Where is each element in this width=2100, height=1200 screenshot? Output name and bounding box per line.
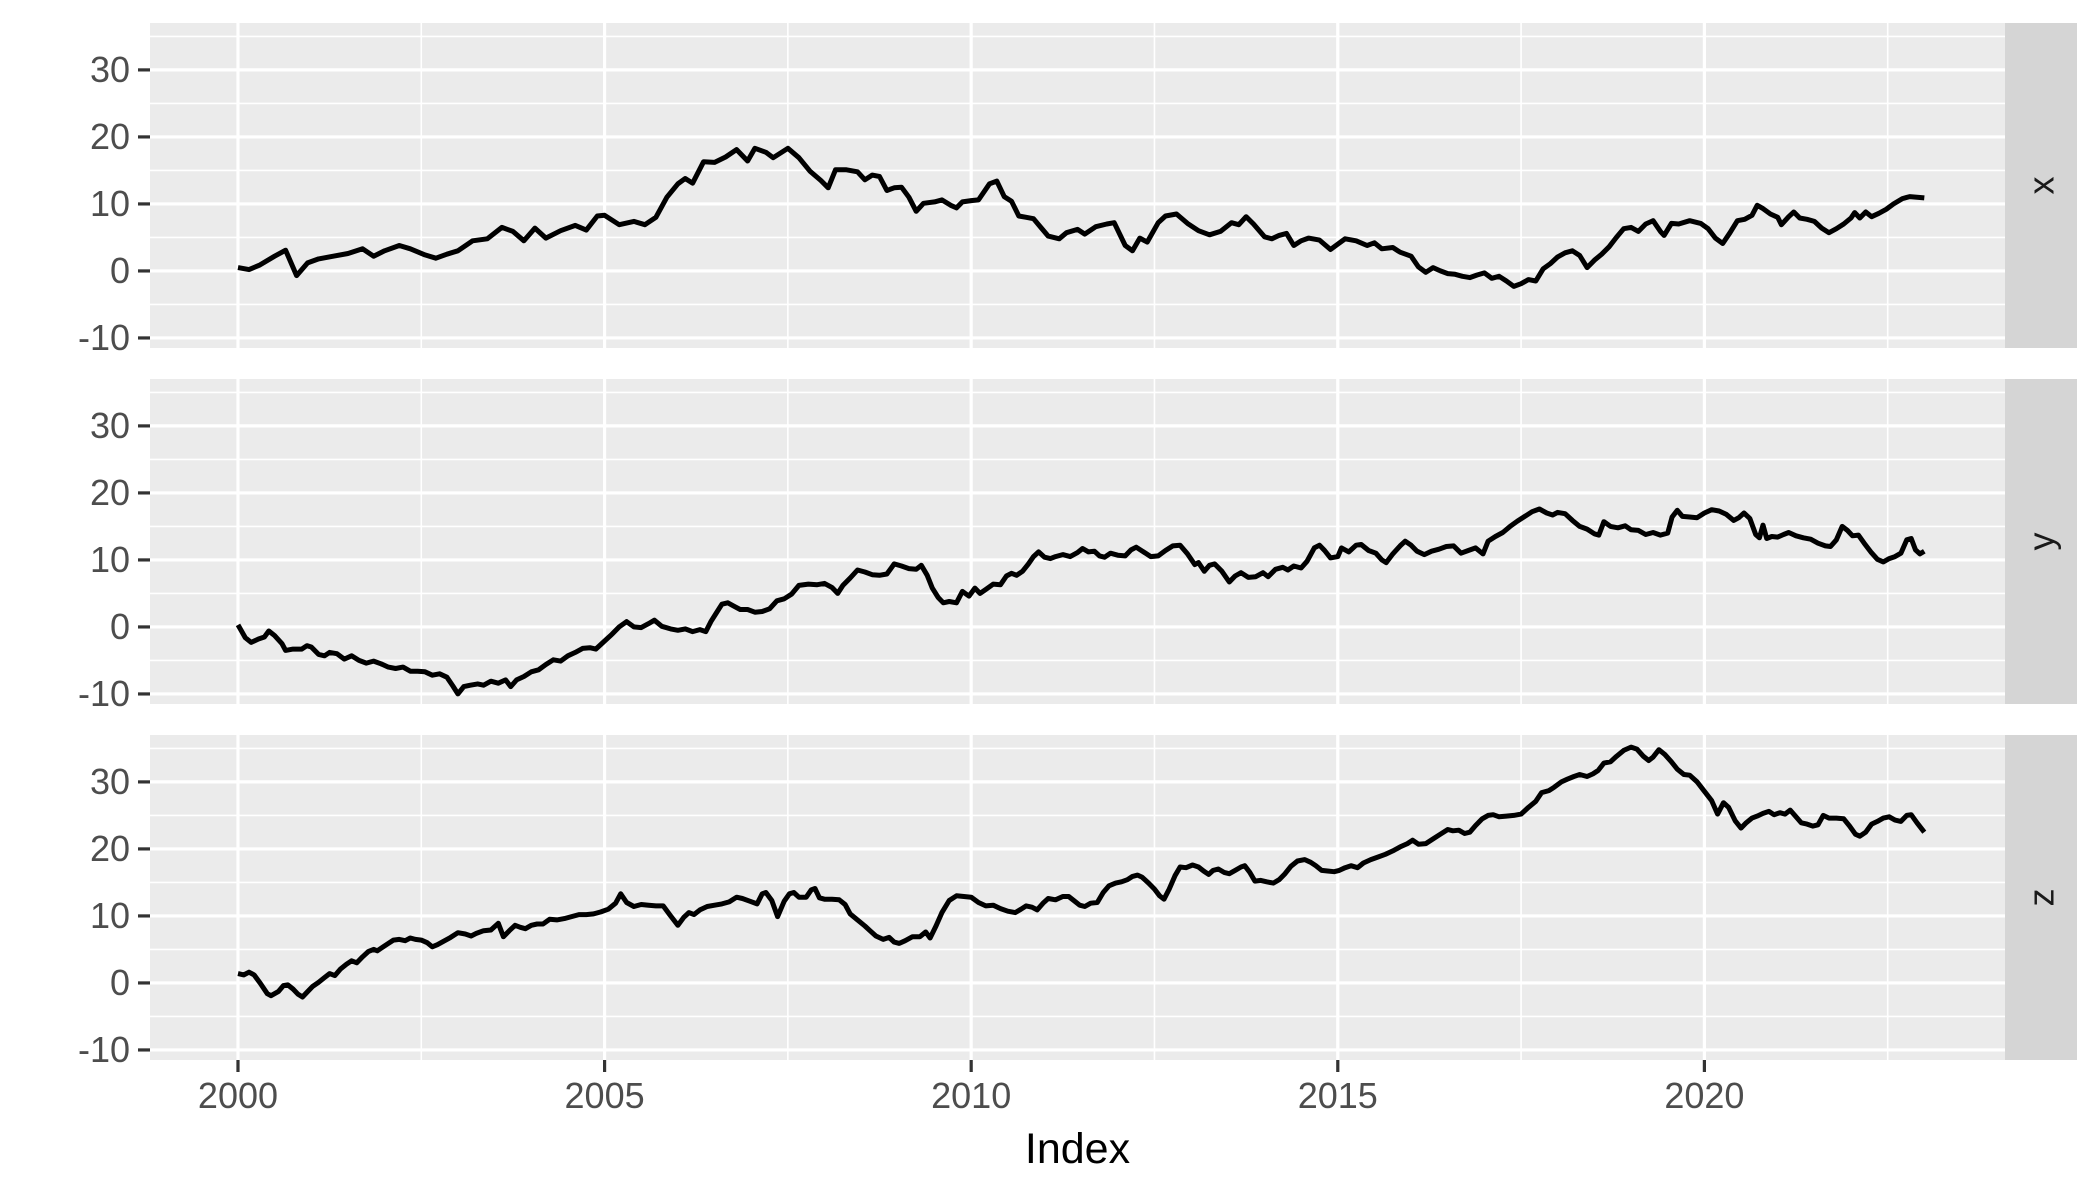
y-axis-tick-label: 0	[110, 962, 130, 1003]
y-axis-tick-label: 20	[90, 116, 130, 157]
x-axis-tick-label: 2010	[931, 1075, 1011, 1116]
facet-strip-label-y: y	[2021, 533, 2062, 551]
panel-background-y	[150, 379, 2005, 704]
panel-background-x	[150, 23, 2005, 348]
y-axis-tick-label: 30	[90, 49, 130, 90]
y-axis-tick-label: 30	[90, 405, 130, 446]
y-axis-tick-label: 20	[90, 828, 130, 869]
panel-background-z	[150, 735, 2005, 1060]
facet-strip-label-z: z	[2021, 889, 2062, 907]
facet-strip-x	[2005, 23, 2077, 348]
x-axis-tick-label: 2000	[198, 1075, 278, 1116]
y-axis-tick-label: 30	[90, 761, 130, 802]
data-line-z	[237, 744, 1927, 1000]
y-axis-tick-label: 0	[110, 606, 130, 647]
facet-strip-label-x: x	[2021, 177, 2062, 195]
x-axis-title: Index	[1025, 1125, 1131, 1173]
y-axis-tick-label: 10	[90, 539, 130, 580]
data-line-y	[235, 506, 1926, 697]
x-axis-tick-label: 2015	[1298, 1075, 1378, 1116]
x-axis-tick-label: 2005	[565, 1075, 645, 1116]
y-axis-tick-label: -10	[78, 1029, 130, 1070]
y-axis-tick-label: 10	[90, 895, 130, 936]
x-axis-tick-label: 2020	[1664, 1075, 1744, 1116]
facet-strip-z	[2005, 735, 2077, 1060]
y-axis-tick-label: -10	[78, 673, 130, 714]
facet-strip-y	[2005, 379, 2077, 704]
y-axis-tick-label: 0	[110, 250, 130, 291]
data-line-x	[237, 145, 1925, 289]
y-axis-tick-label: 10	[90, 183, 130, 224]
y-axis-tick-label: 20	[90, 472, 130, 513]
y-axis-tick-label: -10	[78, 317, 130, 358]
